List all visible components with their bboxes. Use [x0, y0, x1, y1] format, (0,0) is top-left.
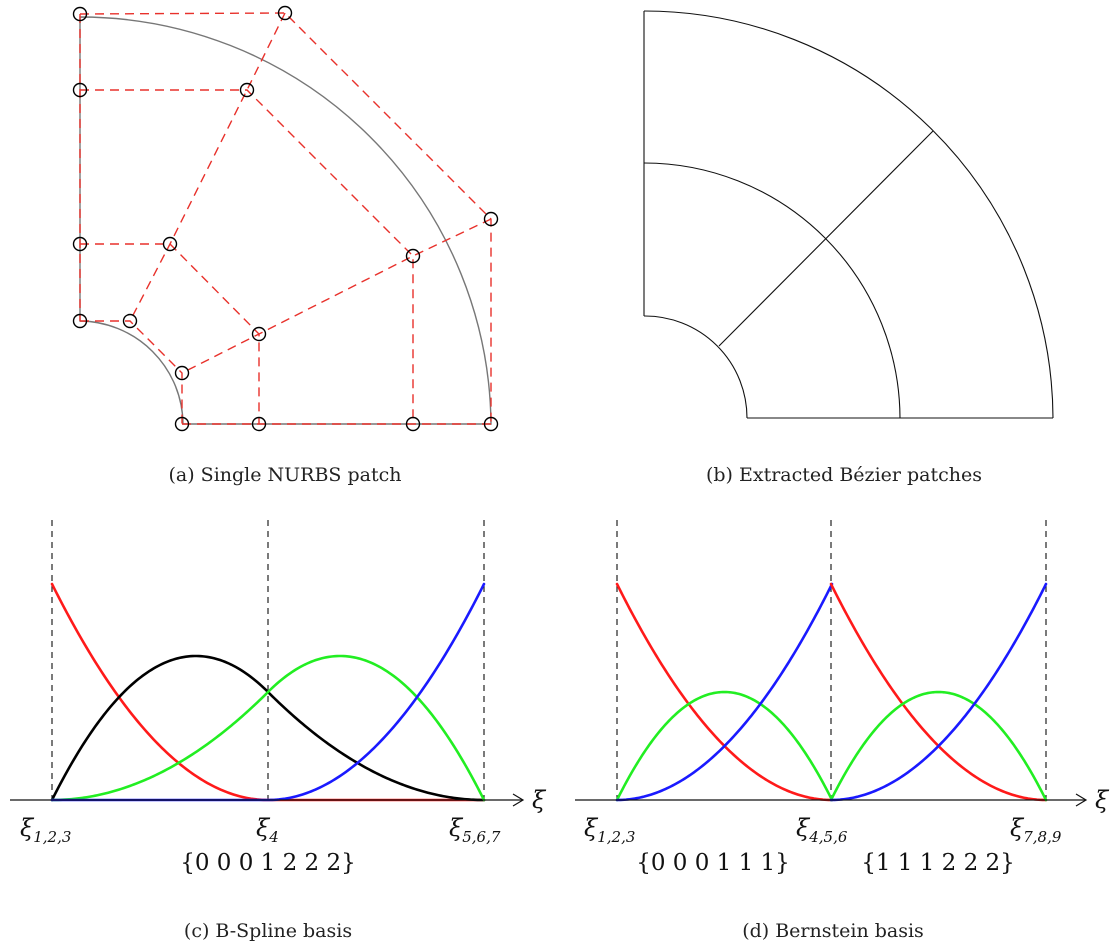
axis-label-d: ξ: [1095, 786, 1110, 814]
control-point: [483, 211, 499, 227]
control-point: [162, 236, 178, 252]
knot-label-3: ξ5,6,7: [449, 814, 501, 846]
control-point: [72, 82, 88, 98]
patch-outline: [79, 16, 492, 425]
control-point: [405, 416, 421, 432]
knot-dividers-d: [616, 520, 1047, 800]
control-point: [405, 248, 421, 264]
control-net-row: [80, 89, 414, 424]
control-point: [72, 236, 88, 252]
control-point: [72, 313, 88, 329]
outer-arc: [643, 10, 1054, 419]
knot-vector: {0 0 0 1 2 2 2}: [180, 850, 356, 876]
knot-dividers: [51, 520, 485, 800]
axis-arrowhead: [512, 793, 525, 807]
inner-arc: [643, 315, 748, 419]
knot-label-1: ξ1,2,3: [584, 814, 635, 846]
control-point: [251, 416, 267, 432]
axis-label: ξ: [532, 786, 547, 814]
panel-nurbs-patch: (a) Single NURBS patch: [72, 5, 499, 486]
control-point: [239, 82, 255, 98]
control-net: [79, 12, 492, 425]
bernstein-curve: [829, 690, 1048, 802]
panel-bernstein-basis: ξ ξ1,2,3 ξ4,5,6 ξ7,8,9 {0 0 0 1 1 1} {1 …: [575, 520, 1110, 942]
diagonal-edge: [718, 130, 934, 347]
caption-c: (c) B-Spline basis: [184, 920, 352, 942]
control-point: [72, 6, 88, 22]
knot-vector-left: {0 0 0 1 1 1}: [636, 850, 790, 876]
control-net-row: [80, 243, 260, 424]
control-net-row: [80, 320, 183, 424]
caption-b: (b) Extracted Bézier patches: [706, 464, 982, 486]
basis-curves-d: [615, 582, 1048, 802]
control-point: [122, 313, 138, 329]
control-point: [251, 326, 267, 342]
knot-label-3: ξ7,8,9: [1010, 814, 1062, 846]
control-point: [483, 416, 499, 432]
control-point: [277, 5, 293, 21]
bernstein-curve: [615, 690, 834, 802]
control-point: [174, 416, 190, 432]
caption-a: (a) Single NURBS patch: [168, 464, 401, 486]
caption-d: (d) Bernstein basis: [742, 920, 924, 942]
bernstein-curve: [615, 582, 834, 802]
basis-function-curve: [50, 654, 486, 802]
knot-vector-right: {1 1 1 2 2 2}: [861, 850, 1015, 876]
control-net-column: [181, 218, 492, 374]
knot-label-1: ξ1,2,3: [20, 814, 71, 846]
panel-bspline-basis: ξ ξ1,2,3 ξ4 ξ5,6,7 {0 0 0 1 2 2 2} (c) B…: [10, 520, 547, 942]
control-point: [174, 365, 190, 381]
control-net-row: [79, 12, 492, 424]
knot-label-2: ξ4,5,6: [796, 814, 848, 846]
middle-arc: [643, 162, 901, 419]
control-points: [72, 5, 499, 432]
axis-arrowhead-d: [1075, 793, 1088, 807]
panel-bezier-patches: (b) Extracted Bézier patches: [643, 10, 1054, 486]
bernstein-curve: [829, 582, 1048, 802]
control-net-column: [129, 12, 286, 322]
knot-label-2: ξ4: [256, 814, 279, 846]
